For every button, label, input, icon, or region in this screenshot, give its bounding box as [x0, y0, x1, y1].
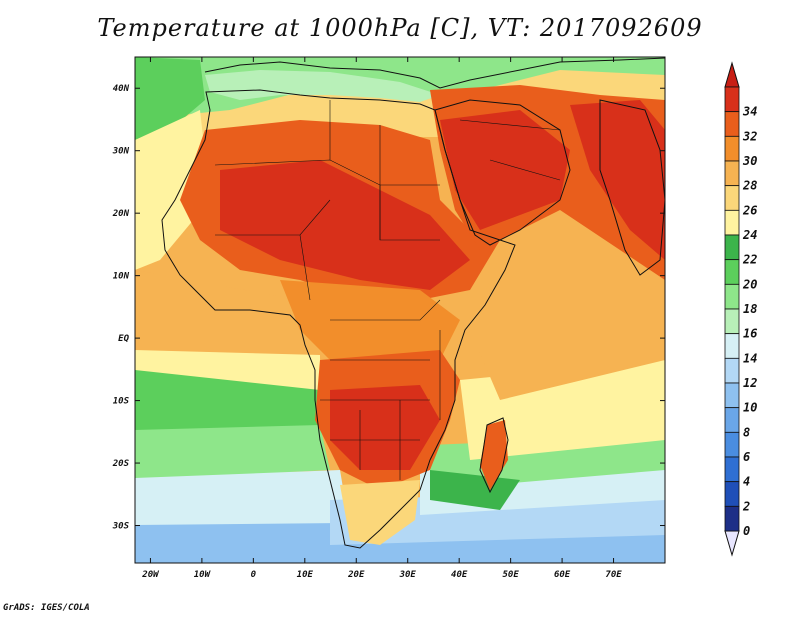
- lon-tick-label: 10E: [297, 570, 314, 580]
- colorbar-label: 30: [742, 154, 757, 168]
- field-arabia-core: [440, 110, 570, 230]
- lat-tick-label: 10N: [113, 272, 130, 282]
- colorbar-segment: [724, 333, 740, 359]
- lon-tick-label: 70E: [605, 570, 622, 580]
- colorbar-segment: [724, 308, 740, 335]
- colorbar-segment: [724, 382, 740, 409]
- colorbar-segment: [724, 431, 740, 458]
- colorbar-segment: [724, 160, 740, 187]
- colorbar-segment: [724, 407, 740, 433]
- field-arabian-sea: [470, 200, 665, 400]
- colorbar-label: 22: [742, 253, 757, 267]
- europe-coastline: [204, 57, 665, 89]
- colorbar-segment: [724, 135, 740, 162]
- lat-tick-label: 30N: [112, 147, 130, 157]
- lat-tick-label: 10S: [113, 397, 130, 407]
- field-mediterranean-sea: [205, 70, 440, 102]
- field-south-atlantic-green: [135, 370, 320, 440]
- country-borders: [214, 100, 561, 480]
- field-central-africa: [280, 280, 460, 370]
- field-southern-africa-core: [330, 385, 440, 470]
- field-atlantic-yellow: [135, 110, 210, 270]
- colorbar-label: 16: [743, 327, 757, 341]
- colorbar-segment: [724, 259, 740, 285]
- lon-tick-label: 20E: [347, 570, 365, 580]
- lon-tick-label: 30E: [399, 570, 417, 580]
- lon-axis: 20W 10W 0 10E 20E 30E 40E 50E 60E 70E: [141, 57, 622, 580]
- lat-tick-label: 40N: [113, 84, 130, 94]
- colorbar-label: 28: [742, 179, 757, 193]
- lat-tick-label: 20S: [112, 459, 130, 469]
- field-sahara-core: [220, 160, 470, 290]
- map-plot-area: [135, 57, 665, 563]
- lon-tick-label: 20W: [141, 570, 160, 580]
- colorbar-label: 24: [742, 228, 757, 242]
- field-equatorial-atlantic: [135, 270, 320, 360]
- colorbar-segment: [724, 283, 740, 310]
- credit-text: GrADS: IGES/COLA: [3, 603, 90, 613]
- colorbar-segment: [724, 209, 740, 236]
- lat-axis: 40N 30N 20N 10N EQ 10S 20S 30S: [112, 84, 665, 532]
- field-south-atlantic-cyan: [135, 470, 350, 535]
- colorbar-label: 12: [743, 376, 757, 390]
- colorbar-segment: [724, 234, 740, 261]
- colorbar-label: 18: [743, 302, 757, 316]
- field-india-core: [570, 100, 665, 260]
- colorbar-segment: [724, 185, 740, 211]
- colorbar-label: 6: [743, 450, 750, 464]
- field-madagascar: [480, 420, 508, 490]
- lat-tick-label: EQ: [118, 334, 129, 344]
- colorbar-over-arrow: [724, 61, 740, 88]
- map-frame: [134, 56, 666, 564]
- colorbar-under-arrow: [724, 530, 740, 557]
- colorbar-label: 10: [743, 401, 757, 415]
- colorbar-label: 26: [742, 203, 757, 217]
- lon-tick-label: 60E: [554, 570, 571, 580]
- colorbar-label: 8: [743, 425, 750, 439]
- colorbar-label: 14: [743, 351, 757, 365]
- lon-tick-label: 0: [251, 570, 257, 580]
- madagascar-coastline: [479, 417, 509, 494]
- colorbar-segment: [724, 357, 740, 384]
- colorbar-label: 4: [743, 475, 750, 489]
- colorbar-label: 0: [743, 524, 750, 538]
- map-title: Temperature at 1000hPa [C], VT: 20170926…: [97, 14, 703, 42]
- lat-tick-label: 30S: [112, 522, 130, 532]
- colorbar-segment: [724, 111, 740, 137]
- field-south-africa-cool: [340, 480, 420, 545]
- colorbar-label: 20: [742, 277, 757, 291]
- coastlines: [161, 57, 665, 549]
- lon-tick-label: 40E: [451, 570, 468, 580]
- field-south-atlantic-lightgreen: [135, 425, 330, 480]
- colorbar-segment: [724, 505, 740, 532]
- colorbar-segment: [724, 481, 740, 507]
- lon-tick-label: 50E: [502, 570, 519, 580]
- colorbar-segment: [724, 456, 740, 483]
- lat-tick-label: 20N: [112, 209, 130, 219]
- field-atlantic-north-green: [135, 57, 205, 140]
- field-mozambique-green: [430, 470, 520, 510]
- india-coastline: [599, 99, 665, 276]
- colorbar-label: 2: [742, 499, 750, 513]
- colorbar-label: 32: [742, 129, 757, 143]
- colorbar-segment: [724, 86, 740, 113]
- lon-tick-label: 10W: [194, 570, 212, 580]
- colorbar-label: 34: [742, 105, 757, 119]
- arabia-coastline: [434, 99, 571, 246]
